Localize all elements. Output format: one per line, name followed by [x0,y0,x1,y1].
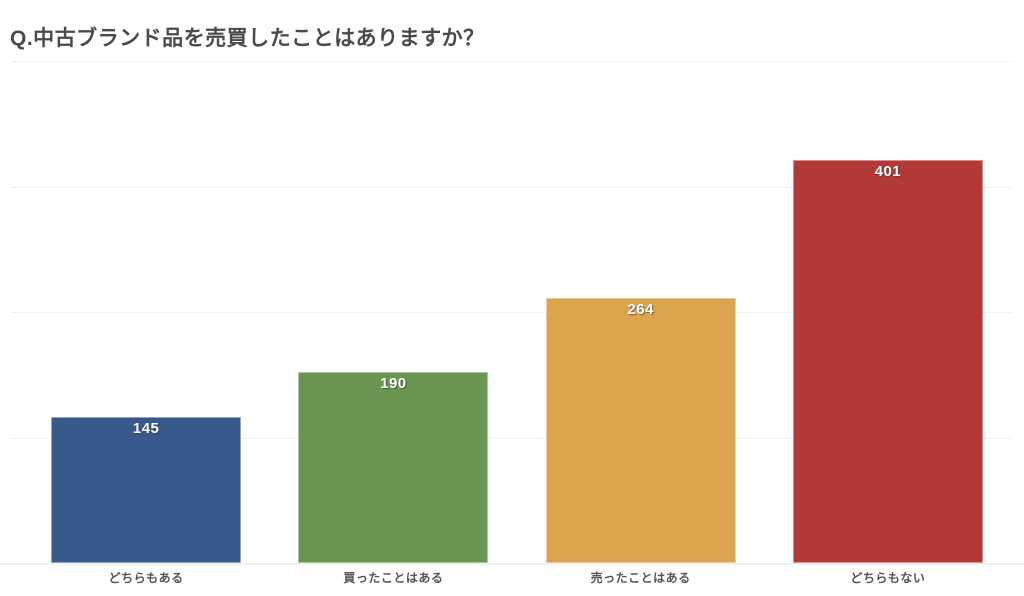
chart-title: Q.中古ブランド品を売買したことはありますか？ [10,27,485,50]
bar-value-label: 190 [380,375,407,393]
gridline [12,186,1012,188]
x-axis-label: どちらもない [850,571,926,585]
x-axis-line [0,563,1024,565]
x-axis-label: 売ったことはある [590,571,691,585]
bar-value-label: 401 [874,163,902,181]
x-axis-label: どちらもある [108,571,184,585]
bar-value-label: 264 [627,300,654,318]
gridline [12,61,1012,62]
x-axis-label: 買ったことはある [343,571,444,585]
bar-0: 145 [51,417,242,563]
bar-2: 264 [545,297,736,563]
bar-3: 401 [792,160,983,563]
gridline [12,437,1012,439]
gridline [12,312,1012,313]
bar-1: 190 [298,372,489,563]
bar-value-label: 145 [132,420,160,438]
